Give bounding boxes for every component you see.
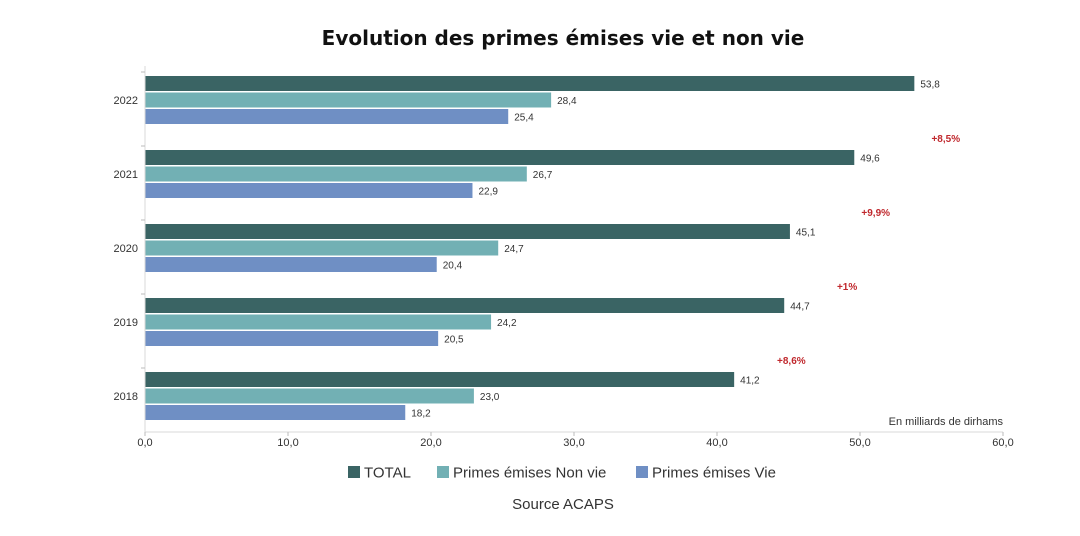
bar [145, 183, 473, 198]
growth-annotation: +8,6% [777, 356, 806, 367]
growth-annotation: +9,9% [861, 208, 890, 219]
data-label: 24,2 [497, 318, 517, 329]
axis-layer: 0,0 10,0 20,0 30,0 40,0 50,0 60,0 2022 2021 2020 2… [114, 66, 1014, 449]
legend-label: Primes émises Vie [652, 465, 776, 482]
data-label: 25,4 [514, 113, 534, 124]
y-tick-label: 2020 [114, 243, 138, 255]
bar [145, 331, 439, 346]
data-label: 26,7 [533, 170, 553, 181]
bar [145, 257, 437, 272]
x-tick-label: 40,0 [706, 437, 727, 449]
bar [145, 240, 499, 256]
x-tick-label: 60,0 [992, 437, 1013, 449]
y-tick-label: 2018 [114, 391, 138, 403]
growth-annotation: +8,5% [931, 134, 960, 145]
bar [145, 166, 527, 182]
data-label: 24,7 [504, 244, 524, 255]
data-label: 53,8 [920, 80, 940, 91]
bar [145, 314, 492, 330]
unit-note: En milliards de dirhams [889, 416, 1004, 428]
bars-layer [145, 76, 915, 420]
y-tick-label: 2021 [114, 169, 138, 181]
annotations-layer: +8,5% +9,9% +1% +8,6% [777, 134, 960, 367]
data-label: 49,6 [860, 154, 880, 165]
data-label: 20,4 [443, 261, 463, 272]
labels-layer: 53,8 28,4 25,4 49,6 26,7 22,9 45,1 24,7 20,4 44,7… [411, 80, 940, 420]
legend: TOTAL Primes émises Non vie Primes émises … [348, 465, 776, 482]
growth-annotation: +1% [837, 282, 857, 293]
chart-title: Evolution des primes émises vie et non v… [322, 26, 805, 50]
data-label: 44,7 [790, 302, 810, 313]
x-tick-label: 10,0 [277, 437, 298, 449]
legend-swatch [437, 466, 449, 478]
x-tick-label: 0,0 [137, 437, 152, 449]
legend-label: Primes émises Non vie [453, 465, 606, 482]
legend-label: TOTAL [364, 465, 411, 482]
bar [145, 150, 855, 165]
bar [145, 298, 785, 313]
x-tick-label: 20,0 [420, 437, 441, 449]
legend-swatch [636, 466, 648, 478]
data-label: 20,5 [444, 335, 464, 346]
y-tick-label: 2022 [114, 95, 138, 107]
bar [145, 224, 790, 239]
source-note: Source ACAPS [512, 496, 614, 513]
bar [145, 405, 406, 420]
x-tick-label: 50,0 [849, 437, 870, 449]
data-label: 18,2 [411, 409, 431, 420]
data-label: 41,2 [740, 376, 760, 387]
data-label: 22,9 [478, 187, 498, 198]
bar [145, 76, 915, 91]
x-tick-label: 30,0 [563, 437, 584, 449]
bar [145, 92, 552, 108]
bar [145, 372, 735, 387]
bar [145, 388, 474, 404]
legend-swatch [348, 466, 360, 478]
data-label: 28,4 [557, 96, 577, 107]
y-tick-label: 2019 [114, 317, 138, 329]
data-label: 23,0 [480, 392, 500, 403]
data-label: 45,1 [796, 228, 816, 239]
bar [145, 109, 509, 124]
